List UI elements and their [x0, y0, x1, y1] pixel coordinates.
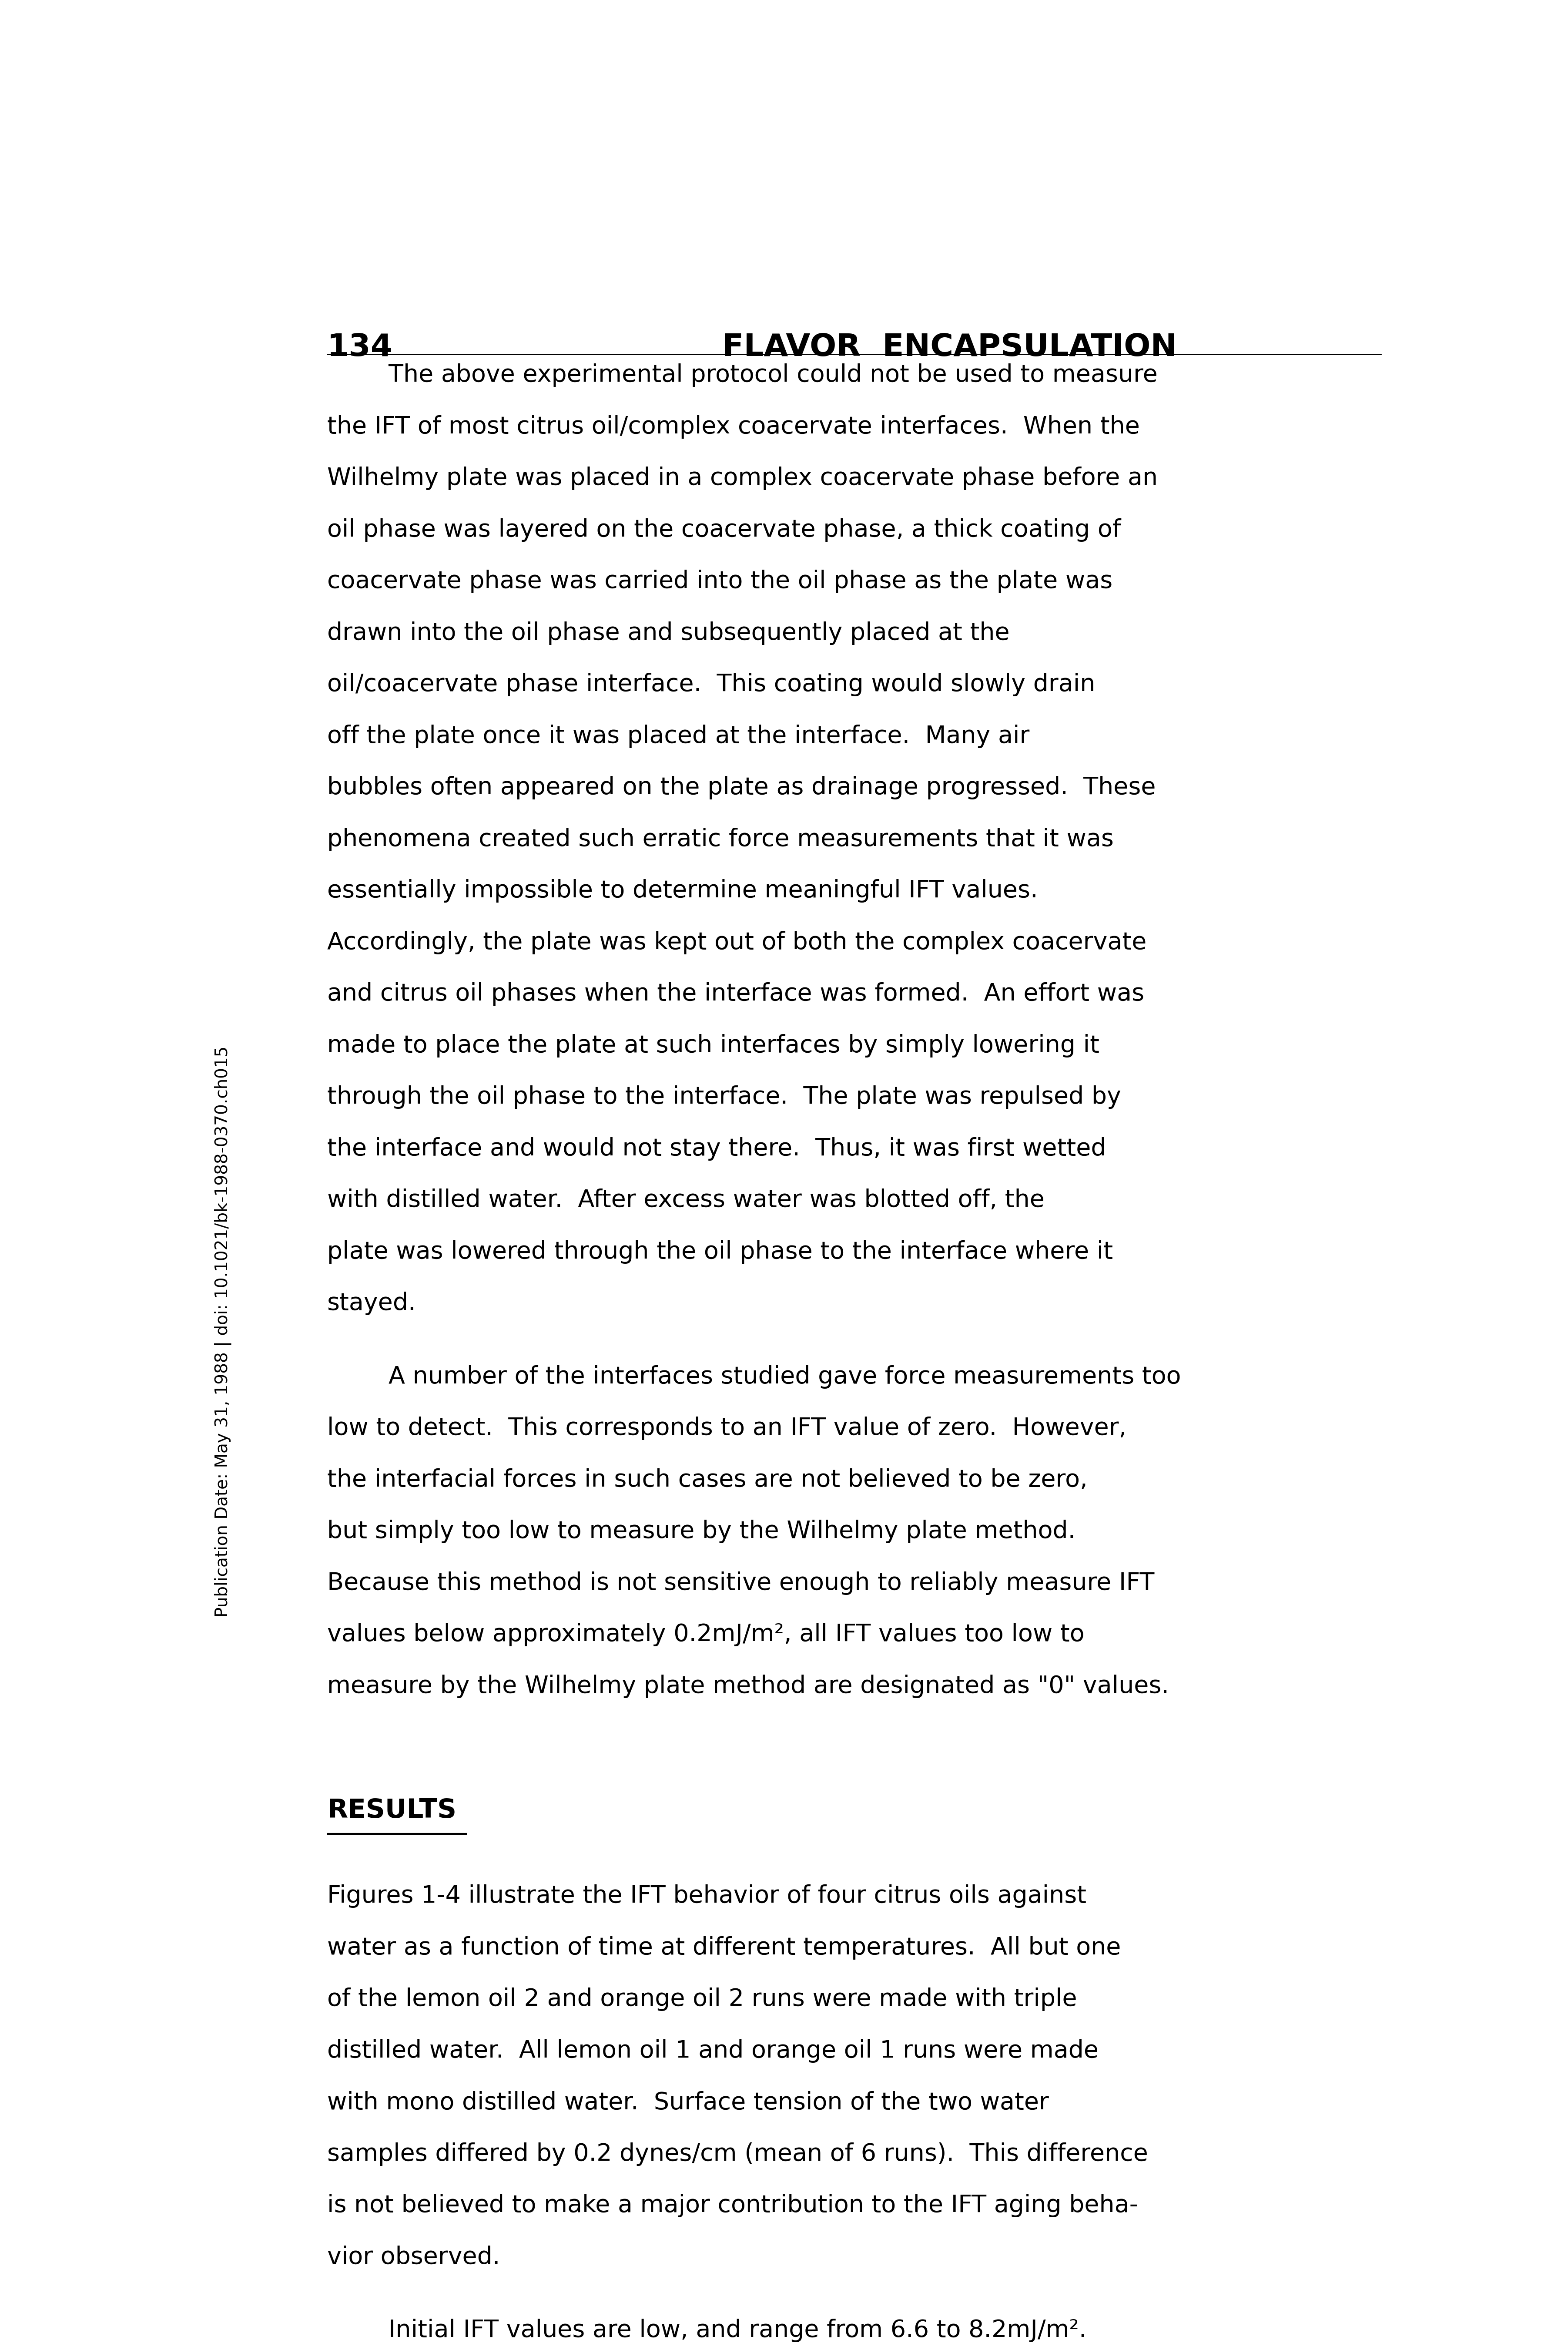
Text: vior observed.: vior observed.	[328, 2247, 500, 2270]
Text: through the oil phase to the interface.  The plate was repulsed by: through the oil phase to the interface. …	[328, 1086, 1121, 1109]
Text: oil/coacervate phase interface.  This coating would slowly drain: oil/coacervate phase interface. This coa…	[328, 672, 1096, 696]
Text: 134: 134	[328, 334, 394, 362]
Text: the interface and would not stay there.  Thus, it was first wetted: the interface and would not stay there. …	[328, 1137, 1107, 1161]
Text: bubbles often appeared on the plate as drainage progressed.  These: bubbles often appeared on the plate as d…	[328, 776, 1156, 799]
Text: phenomena created such erratic force measurements that it was: phenomena created such erratic force mea…	[328, 827, 1113, 851]
Text: Because this method is not sensitive enough to reliably measure IFT: Because this method is not sensitive eno…	[328, 1572, 1154, 1596]
Text: FLAVOR  ENCAPSULATION: FLAVOR ENCAPSULATION	[723, 334, 1176, 362]
Text: off the plate once it was placed at the interface.  Many air: off the plate once it was placed at the …	[328, 724, 1030, 747]
Text: distilled water.  All lemon oil 1 and orange oil 1 runs were made: distilled water. All lemon oil 1 and ora…	[328, 2040, 1099, 2063]
Text: with mono distilled water.  Surface tension of the two water: with mono distilled water. Surface tensi…	[328, 2092, 1049, 2115]
Text: coacervate phase was carried into the oil phase as the plate was: coacervate phase was carried into the oi…	[328, 569, 1113, 592]
Text: water as a function of time at different temperatures.  All but one: water as a function of time at different…	[328, 1936, 1121, 1960]
Text: Initial IFT values are low, and range from 6.6 to 8.2mJ/m².: Initial IFT values are low, and range fr…	[328, 2319, 1087, 2343]
Text: samples differed by 0.2 dynes/cm (mean of 6 runs).  This difference: samples differed by 0.2 dynes/cm (mean o…	[328, 2143, 1148, 2167]
Text: Publication Date: May 31, 1988 | doi: 10.1021/bk-1988-0370.ch015: Publication Date: May 31, 1988 | doi: 10…	[215, 1046, 232, 1617]
Text: is not believed to make a major contribution to the IFT aging beha-: is not believed to make a major contribu…	[328, 2195, 1138, 2218]
Text: the interfacial forces in such cases are not believed to be zero,: the interfacial forces in such cases are…	[328, 1469, 1088, 1492]
Text: plate was lowered through the oil phase to the interface where it: plate was lowered through the oil phase …	[328, 1241, 1113, 1264]
Text: Figures 1-4 illustrate the IFT behavior of four citrus oils against: Figures 1-4 illustrate the IFT behavior …	[328, 1885, 1087, 1908]
Text: measure by the Wilhelmy plate method are designated as "0" values.: measure by the Wilhelmy plate method are…	[328, 1676, 1170, 1699]
Text: of the lemon oil 2 and orange oil 2 runs were made with triple: of the lemon oil 2 and orange oil 2 runs…	[328, 1988, 1077, 2012]
Text: made to place the plate at such interfaces by simply lowering it: made to place the plate at such interfac…	[328, 1034, 1099, 1058]
Text: stayed.: stayed.	[328, 1293, 416, 1316]
Text: and citrus oil phases when the interface was formed.  An effort was: and citrus oil phases when the interface…	[328, 982, 1145, 1006]
Text: The above experimental protocol could not be used to measure: The above experimental protocol could no…	[328, 364, 1157, 388]
Text: the IFT of most citrus oil/complex coacervate interfaces.  When the: the IFT of most citrus oil/complex coace…	[328, 416, 1140, 439]
Text: drawn into the oil phase and subsequently placed at the: drawn into the oil phase and subsequentl…	[328, 620, 1010, 644]
Text: but simply too low to measure by the Wilhelmy plate method.: but simply too low to measure by the Wil…	[328, 1520, 1076, 1544]
Text: with distilled water.  After excess water was blotted off, the: with distilled water. After excess water…	[328, 1189, 1044, 1213]
Text: Wilhelmy plate was placed in a complex coacervate phase before an: Wilhelmy plate was placed in a complex c…	[328, 468, 1157, 491]
Text: values below approximately 0.2mJ/m², all IFT values too low to: values below approximately 0.2mJ/m², all…	[328, 1624, 1085, 1647]
Text: low to detect.  This corresponds to an IFT value of zero.  However,: low to detect. This corresponds to an IF…	[328, 1417, 1126, 1441]
Text: Accordingly, the plate was kept out of both the complex coacervate: Accordingly, the plate was kept out of b…	[328, 931, 1146, 954]
Text: essentially impossible to determine meaningful IFT values.: essentially impossible to determine mean…	[328, 879, 1038, 902]
Text: A number of the interfaces studied gave force measurements too: A number of the interfaces studied gave …	[328, 1365, 1181, 1389]
Text: RESULTS: RESULTS	[328, 1798, 456, 1824]
Text: oil phase was layered on the coacervate phase, a thick coating of: oil phase was layered on the coacervate …	[328, 517, 1121, 540]
